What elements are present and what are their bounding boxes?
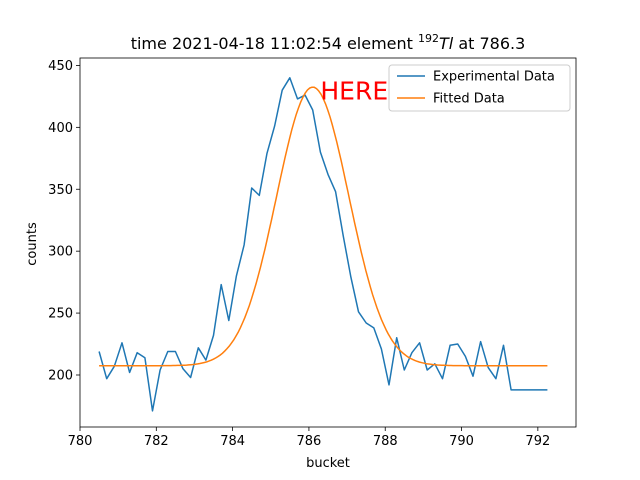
y-tick-label: 300 [48, 245, 73, 260]
x-tick-label: 780 [68, 434, 93, 449]
x-tick-label: 784 [220, 434, 245, 449]
series-line-fitted-data [99, 86, 548, 367]
y-axis-label: counts [25, 222, 40, 266]
legend: Experimental Data Fitted Data [388, 64, 571, 112]
y-tick-label: 200 [48, 368, 73, 383]
x-tick-label: 792 [525, 434, 550, 449]
x-tick-label: 782 [144, 434, 169, 449]
axes: 780 782 784 786 788 790 792 200 250 300 350 400 450 [48, 57, 577, 449]
x-tick-label: 788 [373, 434, 398, 449]
series-line-experimental-data [98, 77, 548, 412]
plot-content: HERE [98, 76, 548, 412]
x-tick-label: 786 [297, 434, 322, 449]
axes-frame [79, 57, 577, 428]
legend-label: Experimental Data [433, 70, 555, 85]
plot-series-group [98, 77, 548, 412]
y-tick-label: 350 [48, 183, 73, 198]
x-tick-label: 790 [449, 434, 474, 449]
y-tick-label: 250 [48, 307, 73, 322]
x-axis-label: bucket [306, 456, 350, 471]
title-isotope-mass: 192 [418, 32, 439, 45]
annotation-here: HERE [320, 76, 388, 105]
title-element-symbol: Tl [439, 34, 454, 53]
title-prefix: time 2021-04-18 11:02:54 element [131, 34, 418, 53]
chart-title: time 2021-04-18 11:02:54 element 192Tl a… [131, 32, 526, 53]
legend-box [388, 64, 571, 112]
legend-label: Fitted Data [433, 92, 505, 107]
y-tick-label: 450 [48, 59, 73, 74]
y-tick-label: 400 [48, 121, 73, 136]
title-suffix: at 786.3 [453, 34, 525, 53]
